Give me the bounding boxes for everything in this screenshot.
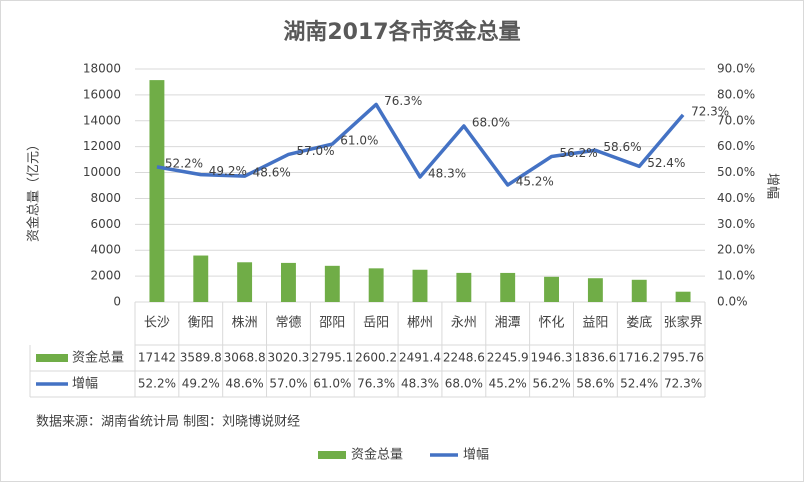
- legend-key: [318, 451, 346, 459]
- data-label: 49.2%: [209, 164, 247, 178]
- x-tick-label: 衡阳: [188, 316, 214, 331]
- table-cell: 61.0%: [313, 377, 351, 391]
- y-tick-label: 2000: [90, 269, 121, 283]
- data-label: 52.4%: [647, 156, 685, 170]
- table-cell: 56.2%: [532, 377, 570, 391]
- table-cell: 3020.3: [267, 351, 309, 365]
- data-label: 48.6%: [253, 166, 291, 180]
- y2-tick-label: 80.0%: [717, 87, 755, 101]
- table-cell: 3068.8: [224, 351, 266, 365]
- data-label: 45.2%: [516, 174, 554, 188]
- table-cell: 52.2%: [138, 377, 176, 391]
- table-cell: 1836.6: [574, 351, 616, 365]
- bar: [412, 269, 428, 302]
- data-label: 52.2%: [165, 156, 203, 170]
- bar: [193, 255, 209, 302]
- y-tick-label: 10000: [83, 165, 121, 179]
- data-label: 68.0%: [472, 115, 510, 129]
- y-tick-label: 8000: [90, 191, 121, 205]
- legend-label: 增幅: [463, 448, 489, 463]
- x-tick-label: 怀化: [539, 316, 565, 331]
- y-tick-label: 16000: [83, 87, 121, 101]
- bar: [587, 278, 603, 302]
- bar: [500, 272, 516, 302]
- data-label: 76.3%: [384, 94, 422, 108]
- y2-tick-label: 90.0%: [717, 62, 755, 76]
- x-tick-label: 长沙: [144, 316, 170, 331]
- y-tick-label: 4000: [90, 243, 121, 257]
- table-cell: 45.2%: [489, 377, 527, 391]
- x-tick-label: 株洲: [232, 316, 258, 331]
- bar: [675, 291, 691, 302]
- table-cell: 2248.6: [443, 351, 485, 365]
- y-tick-label: 12000: [83, 139, 121, 153]
- table-cell: 3589.8: [180, 351, 222, 365]
- y-tick-label: 0: [113, 295, 121, 309]
- bar: [368, 268, 384, 302]
- table-cell: 1946.3: [531, 351, 573, 365]
- y-axis-label: 资金总量（亿元）: [26, 138, 42, 242]
- table-cell: 2491.4: [399, 351, 441, 365]
- bar: [631, 279, 647, 302]
- y2-tick-label: 70.0%: [717, 113, 755, 127]
- y2-tick-label: 20.0%: [717, 243, 755, 257]
- table-cell: 2795.1: [311, 351, 353, 365]
- bar: [544, 276, 559, 302]
- data-label: 61.0%: [340, 134, 378, 148]
- source-note: 数据来源：湖南省统计局 制图：刘晓博说财经: [36, 414, 300, 430]
- x-tick-label: 永州: [451, 316, 477, 331]
- data-label: 72.3%: [691, 104, 729, 118]
- y-tick-label: 14000: [83, 113, 121, 127]
- table-row-label: 增幅: [72, 377, 98, 392]
- table-cell: 795.76: [662, 351, 704, 365]
- y-tick-label: 6000: [90, 217, 121, 231]
- y-tick-label: 18000: [83, 62, 121, 76]
- table-cell: 17142: [138, 351, 176, 365]
- data-label: 58.6%: [603, 140, 641, 154]
- bar: [149, 80, 165, 303]
- x-tick-label: 郴州: [407, 316, 433, 331]
- table-cell: 2600.2: [355, 351, 397, 365]
- table-cell: 49.2%: [182, 377, 220, 391]
- bar: [237, 262, 253, 302]
- x-tick-label: 娄底: [626, 315, 652, 331]
- table-cell: 52.4%: [620, 377, 658, 391]
- data-label: 57.0%: [296, 144, 334, 158]
- y2-tick-label: 40.0%: [717, 191, 755, 205]
- x-tick-label: 岳阳: [363, 316, 389, 331]
- table-row-label: 资金总量: [72, 350, 124, 366]
- y2-tick-label: 50.0%: [717, 165, 755, 179]
- line: [156, 102, 685, 187]
- table-cell: 58.6%: [576, 377, 614, 391]
- table-cell: 48.6%: [226, 377, 264, 391]
- x-tick-label: 张家界: [664, 315, 703, 331]
- bar: [324, 265, 340, 302]
- x-tick-label: 湘潭: [495, 316, 521, 331]
- table-cell: 57.0%: [269, 377, 307, 391]
- bar: [456, 272, 472, 302]
- chart-title: 湖南2017各市资金总量: [283, 19, 520, 45]
- y2-tick-label: 30.0%: [717, 217, 755, 231]
- table-cell: 76.3%: [357, 377, 395, 391]
- x-tick-label: 常德: [275, 316, 301, 331]
- bar: [281, 262, 296, 302]
- y2-axis-label: 增幅: [765, 173, 780, 199]
- y2-tick-label: 60.0%: [717, 139, 755, 153]
- data-label: 48.3%: [428, 166, 466, 180]
- legend-key: [36, 354, 68, 362]
- x-tick-label: 益阳: [582, 316, 608, 331]
- table-cell: 2245.9: [487, 351, 529, 365]
- data-label: 56.2%: [560, 146, 598, 160]
- table-cell: 1716.2: [618, 351, 660, 365]
- legend-label: 资金总量: [351, 447, 403, 463]
- table-cell: 68.0%: [445, 377, 483, 391]
- x-tick-label: 邵阳: [319, 316, 345, 331]
- table-cell: 48.3%: [401, 377, 439, 391]
- y2-tick-label: 0.0%: [717, 295, 748, 309]
- table-cell: 72.3%: [664, 377, 702, 391]
- y2-tick-label: 10.0%: [717, 269, 755, 283]
